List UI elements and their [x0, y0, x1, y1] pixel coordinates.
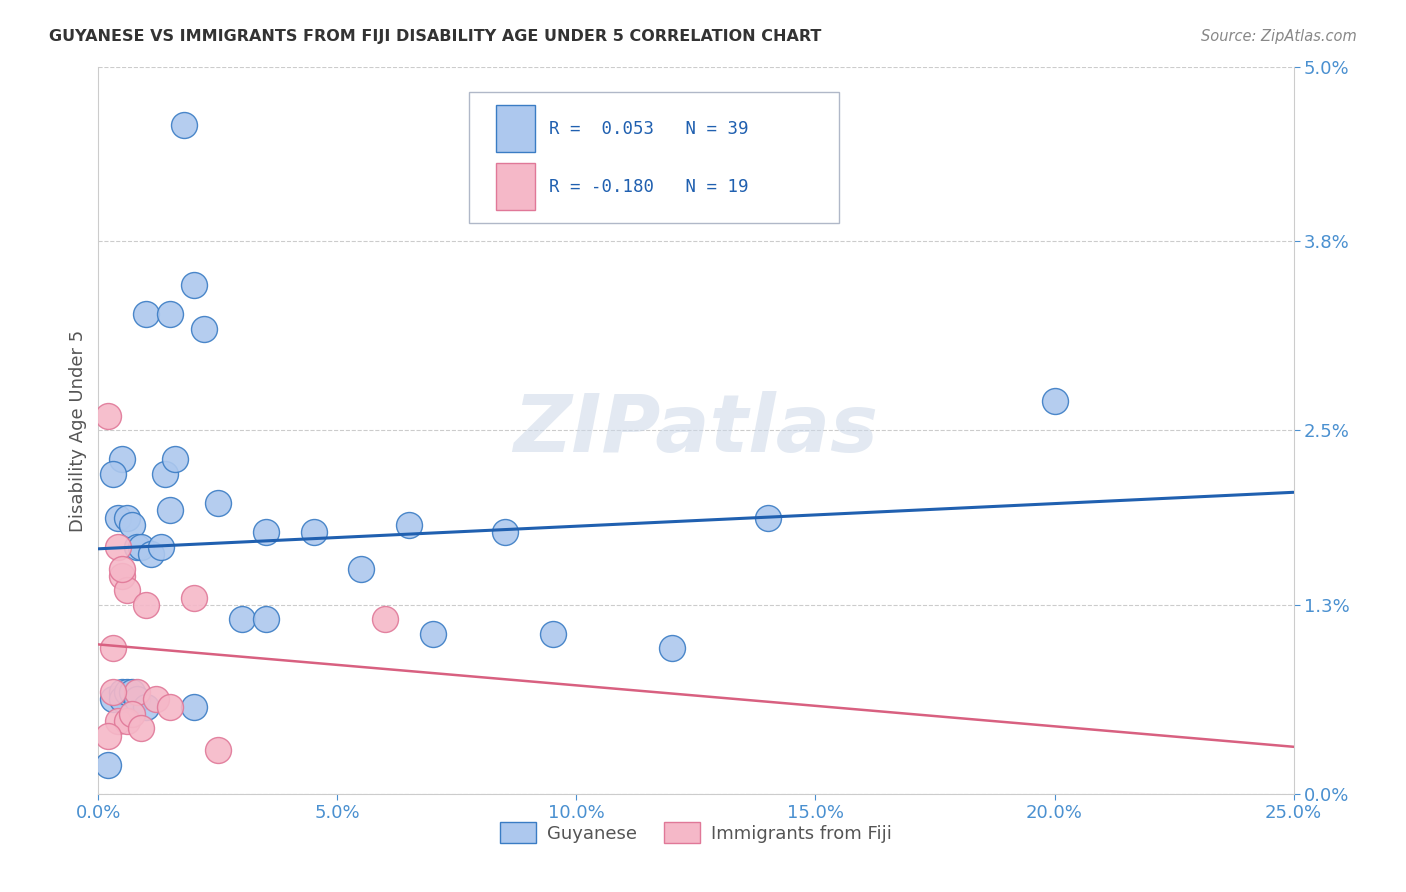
Point [159, 503, 181, 517]
Point [254, 525, 277, 540]
Point [125, 540, 148, 554]
Point [661, 641, 683, 656]
Point [756, 510, 779, 524]
Point [207, 496, 229, 510]
Point [145, 692, 167, 706]
Point [121, 517, 143, 532]
Point [494, 525, 516, 540]
Point [131, 540, 153, 554]
Point [101, 692, 124, 706]
Point [149, 540, 172, 554]
Legend: Guyanese, Immigrants from Fiji: Guyanese, Immigrants from Fiji [494, 815, 898, 850]
Point [101, 685, 124, 699]
Point [139, 547, 162, 561]
Point [1043, 394, 1066, 409]
Point [135, 598, 157, 612]
Point [107, 510, 129, 524]
Point [231, 612, 253, 626]
Point [111, 685, 134, 699]
Point [155, 467, 177, 481]
Y-axis label: Disability Age Under 5: Disability Age Under 5 [69, 329, 87, 532]
Bar [496, 163, 534, 211]
Text: GUYANESE VS IMMIGRANTS FROM FIJI DISABILITY AGE UNDER 5 CORRELATION CHART: GUYANESE VS IMMIGRANTS FROM FIJI DISABIL… [49, 29, 821, 44]
Bar [496, 105, 534, 153]
FancyBboxPatch shape [470, 93, 839, 223]
Point [115, 714, 138, 728]
Point [207, 743, 229, 757]
Point [121, 685, 143, 699]
Point [115, 510, 138, 524]
Point [121, 706, 143, 721]
Point [183, 591, 205, 605]
Point [350, 561, 373, 575]
Point [302, 525, 325, 540]
Point [183, 699, 205, 714]
Point [159, 699, 181, 714]
Point [101, 467, 124, 481]
Point [111, 692, 134, 706]
Point [254, 612, 277, 626]
Point [107, 714, 129, 728]
Point [422, 627, 444, 641]
Point [115, 583, 138, 598]
Point [111, 561, 134, 575]
Point [173, 118, 195, 132]
Point [115, 685, 138, 699]
Point [97, 757, 120, 772]
Point [183, 277, 205, 292]
Point [111, 569, 134, 583]
Text: R = -0.180   N = 19: R = -0.180 N = 19 [548, 178, 748, 196]
Point [125, 685, 148, 699]
Point [97, 729, 120, 743]
Text: R =  0.053   N = 39: R = 0.053 N = 39 [548, 120, 748, 137]
Point [398, 517, 420, 532]
Point [374, 612, 396, 626]
Point [131, 722, 153, 736]
Text: Source: ZipAtlas.com: Source: ZipAtlas.com [1201, 29, 1357, 44]
Point [163, 452, 186, 467]
Point [135, 699, 157, 714]
Point [159, 307, 181, 321]
Point [101, 641, 124, 656]
Point [125, 692, 148, 706]
Point [107, 540, 129, 554]
Point [135, 307, 157, 321]
Text: ZIPatlas: ZIPatlas [513, 392, 879, 469]
Point [541, 627, 564, 641]
Point [97, 409, 120, 423]
Point [193, 321, 215, 335]
Point [111, 452, 134, 467]
